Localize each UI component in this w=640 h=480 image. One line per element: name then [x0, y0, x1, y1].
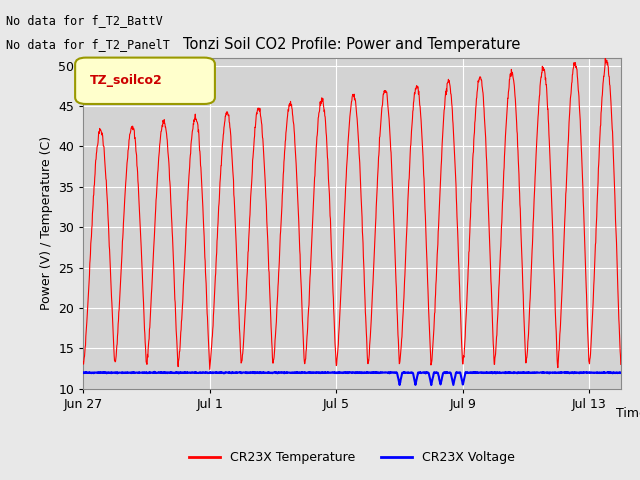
Legend: CR23X Temperature, CR23X Voltage: CR23X Temperature, CR23X Voltage — [184, 446, 520, 469]
Text: No data for f_T2_PanelT: No data for f_T2_PanelT — [6, 38, 170, 51]
X-axis label: Time: Time — [616, 407, 640, 420]
Y-axis label: Power (V) / Temperature (C): Power (V) / Temperature (C) — [40, 136, 52, 310]
Text: TZ_soilco2: TZ_soilco2 — [90, 73, 163, 86]
Text: No data for f_T2_BattV: No data for f_T2_BattV — [6, 14, 163, 27]
Title: Tonzi Soil CO2 Profile: Power and Temperature: Tonzi Soil CO2 Profile: Power and Temper… — [183, 37, 521, 52]
FancyBboxPatch shape — [75, 58, 215, 104]
